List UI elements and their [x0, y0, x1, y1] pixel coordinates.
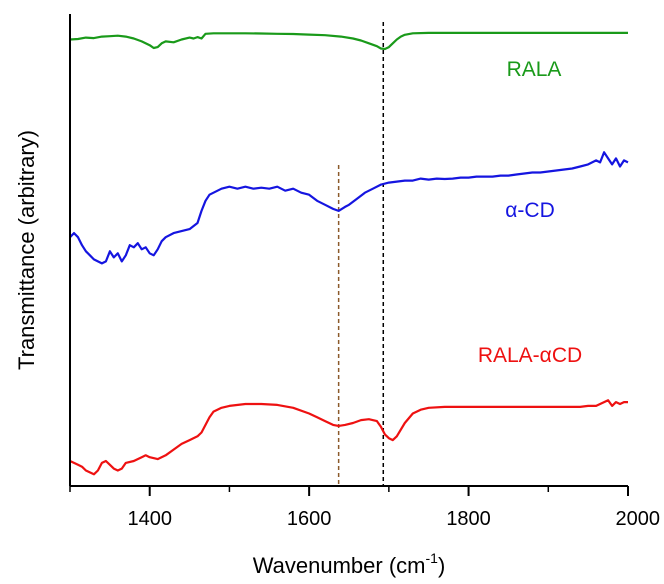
- series-label-3: RALA-αCD: [478, 344, 582, 367]
- series-group: [69, 31, 629, 476]
- series-label-1: RALA: [507, 58, 562, 81]
- x-tick-label: 1400: [127, 508, 172, 530]
- series-labels: RALA α-CD RALA-αCD: [478, 58, 582, 367]
- series-line-1: [69, 31, 628, 51]
- reference-lines: [337, 22, 385, 486]
- series-label-2: α-CD: [505, 199, 554, 222]
- x-axis-label-superscript: -1: [426, 550, 439, 566]
- x-tick-label: 1800: [446, 508, 491, 530]
- x-tick-label: 2000: [616, 508, 661, 530]
- x-axis-label: Wavenumber (cm-1): [253, 550, 446, 578]
- series-line-3: [69, 399, 628, 476]
- x-axis-label-suffix: ): [438, 553, 445, 578]
- y-axis-label: Transmittance (arbitrary): [14, 130, 39, 370]
- x-tick-label: 1600: [287, 508, 332, 530]
- x-ticks: 1400 1600 1800 2000: [69, 486, 661, 530]
- series-line-2: [69, 151, 629, 265]
